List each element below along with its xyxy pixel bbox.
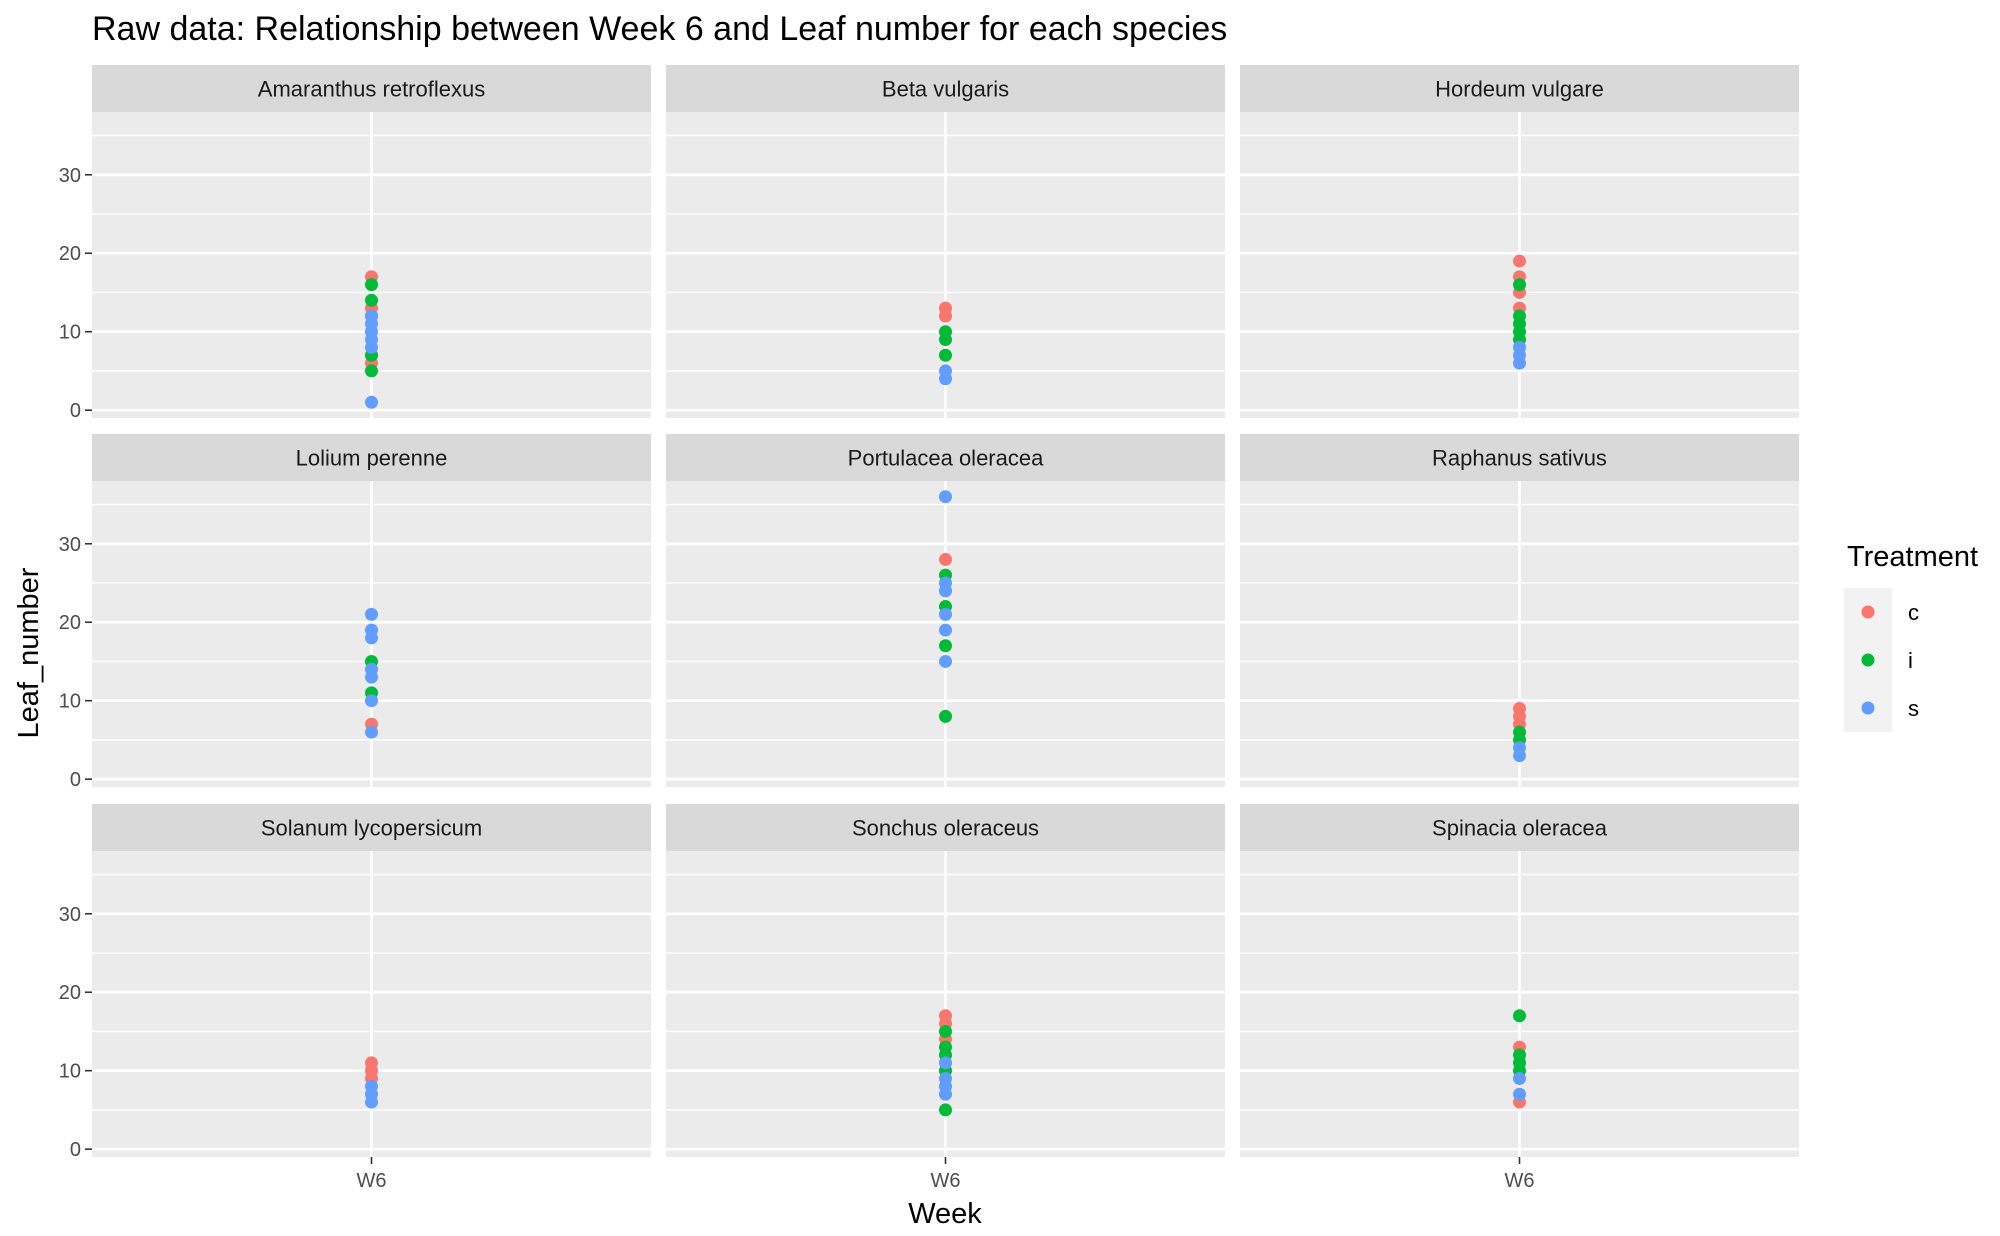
data-point-i (939, 333, 952, 347)
data-point-s (365, 694, 378, 708)
facet-strip-label: Raphanus sativus (1432, 446, 1607, 471)
data-point-s (365, 340, 378, 354)
data-point-s (939, 490, 952, 504)
y-tick-label: 0 (70, 1139, 81, 1161)
legend-key-point (1861, 701, 1875, 715)
facet-strip (666, 434, 1225, 481)
y-tick-label: 20 (59, 982, 81, 1004)
facet-panel: Portulacea oleracea (666, 434, 1225, 787)
facet-panel: Beta vulgaris (666, 65, 1225, 418)
data-point-s (365, 670, 378, 684)
facet-strip (92, 434, 651, 481)
facet-strip-label: Amaranthus retroflexus (258, 77, 485, 102)
data-point-i (939, 1103, 952, 1117)
facet-strip (666, 804, 1225, 851)
y-tick-label: 0 (70, 400, 81, 422)
x-tick-label: W6 (1505, 1170, 1535, 1192)
data-point-i (365, 293, 378, 307)
data-point-i (939, 348, 952, 362)
y-tick-label: 20 (59, 243, 81, 265)
y-tick-label: 10 (59, 322, 81, 344)
facet-strip (1240, 804, 1799, 851)
data-point-s (1513, 356, 1526, 370)
x-tick-label: W6 (357, 1170, 387, 1192)
y-tick-label: 30 (59, 904, 81, 926)
facet-strip (92, 804, 651, 851)
data-point-s (939, 1087, 952, 1101)
data-point-c (1513, 254, 1526, 268)
data-point-s (1513, 1087, 1526, 1101)
y-axis-title: Leaf_number (13, 567, 45, 738)
facet-strip-label: Beta vulgaris (882, 77, 1009, 102)
y-tick-label: 10 (59, 1061, 81, 1083)
chart-title: Raw data: Relationship between Week 6 an… (92, 10, 1227, 48)
data-point-s (1513, 749, 1526, 763)
data-point-s (365, 607, 378, 621)
y-tick-label: 0 (70, 769, 81, 791)
y-tick-label: 30 (59, 165, 81, 187)
data-point-s (365, 631, 378, 645)
facet-panel: Solanum lycopersicum 0 10 20 30 W6 (59, 804, 651, 1192)
legend-label: c (1908, 600, 1919, 625)
data-point-s (1513, 1072, 1526, 1086)
data-point-s (365, 1095, 378, 1109)
data-point-s (365, 725, 378, 739)
facet-panel: Spinacia oleracea W6 (1240, 804, 1799, 1192)
y-tick-label: 10 (59, 691, 81, 713)
facet-panel: Hordeum vulgare (1240, 65, 1799, 418)
facet-panel: Lolium perenne 0 10 20 30 (59, 434, 651, 791)
legend-label: s (1908, 696, 1919, 721)
data-point-s (939, 654, 952, 668)
y-tick-label: 20 (59, 612, 81, 634)
facet-strip-label: Spinacia oleracea (1432, 816, 1608, 841)
legend: Treatment cis (1844, 541, 1978, 732)
data-point-i (939, 639, 952, 653)
facet-strip (92, 65, 651, 112)
data-point-i (939, 1024, 952, 1038)
facet-strip-label: Lolium perenne (296, 446, 448, 471)
facet-strip-label: Hordeum vulgare (1435, 77, 1604, 102)
data-point-c (939, 309, 952, 323)
facet-panel: Amaranthus retroflexus 0 10 20 30 (59, 65, 651, 422)
facet-strip (666, 65, 1225, 112)
data-point-s (939, 607, 952, 621)
legend-label: i (1908, 648, 1913, 673)
legend-title: Treatment (1847, 541, 1978, 573)
facet-strip (1240, 65, 1799, 112)
legend-key-point (1861, 653, 1875, 667)
facet-strip-label: Solanum lycopersicum (261, 816, 482, 841)
data-point-s (939, 372, 952, 386)
data-point-i (939, 709, 952, 723)
x-tick-label: W6 (931, 1170, 961, 1192)
data-point-i (365, 364, 378, 378)
data-point-s (365, 395, 378, 409)
y-tick-label: 30 (59, 534, 81, 556)
facet-strip-label: Portulacea oleracea (848, 446, 1044, 471)
data-point-s (939, 584, 952, 598)
data-point-s (939, 623, 952, 637)
facet-strip-label: Sonchus oleraceus (852, 816, 1039, 841)
data-point-i (1513, 1009, 1526, 1023)
facet-strip (1240, 434, 1799, 481)
data-point-s (939, 1056, 952, 1070)
facet-panels: Amaranthus retroflexus 0 10 20 30 Beta vulgar… (59, 65, 1799, 1192)
facet-panel: Sonchus oleraceus W6 (666, 804, 1225, 1192)
facet-panel: Raphanus sativus (1240, 434, 1799, 787)
data-point-c (939, 552, 952, 566)
x-axis-title: Week (908, 1198, 982, 1230)
data-point-i (365, 278, 378, 292)
data-point-i (1513, 278, 1526, 292)
legend-key-point (1861, 605, 1875, 619)
